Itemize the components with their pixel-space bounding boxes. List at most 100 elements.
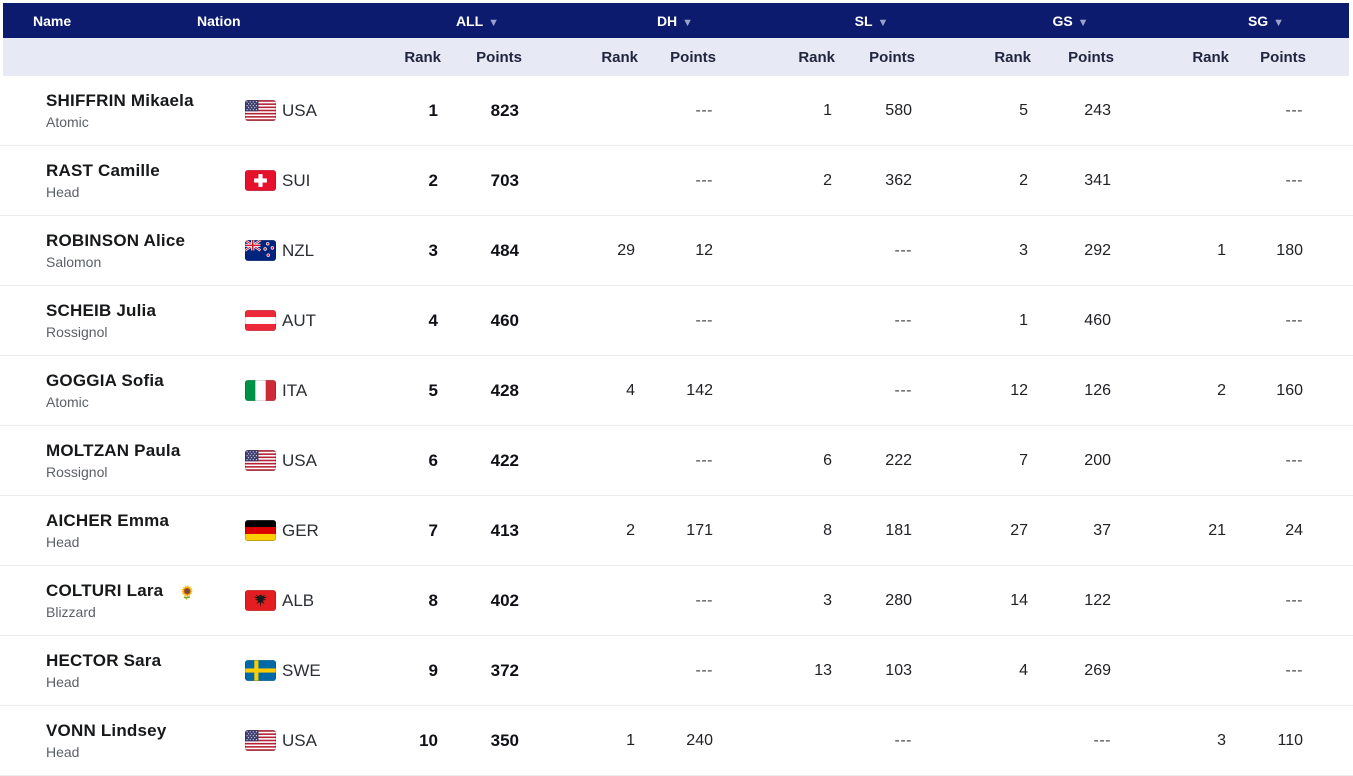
sg-rank-cell: 1	[1217, 241, 1226, 259]
athlete-name[interactable]: VONN Lindsey	[46, 721, 167, 740]
table-header-row: Name Nation ALL ▼ DH ▼ SL ▼ GS ▼ SG ▼	[3, 3, 1349, 38]
table-row[interactable]: SHIFFRIN Mikaela Atomic USA 1 823 --- 1 …	[0, 76, 1353, 146]
gs-points-cell: 243	[1084, 101, 1111, 119]
column-header-dh-sort[interactable]: DH ▼	[656, 12, 694, 29]
sl-points-cell: ---	[894, 381, 912, 399]
table-row[interactable]: AICHER Emma Head GER 7 413 2 171 8 181 2…	[0, 496, 1353, 566]
all-points-cell: 460	[490, 310, 519, 330]
sg-points-cell: ---	[1285, 661, 1303, 679]
all-points-cell: 372	[490, 660, 519, 680]
sg-rank-cell: 3	[1217, 731, 1226, 749]
table-row[interactable]: ROBINSON Alice Salomon NZL 3 484 29 12 -…	[0, 216, 1353, 286]
sl-points-cell: ---	[894, 311, 912, 329]
sg-points-cell: 110	[1277, 731, 1303, 749]
all-rank-cell: 8	[428, 590, 438, 610]
nation-flag-icon	[245, 730, 276, 751]
nation-cell: GER	[194, 520, 376, 541]
gs-rank-cell: 3	[1019, 241, 1028, 259]
nation-flag-icon	[245, 100, 276, 121]
athlete-cell: ROBINSON Alice Salomon	[0, 231, 194, 270]
ski-brand: Rossignol	[46, 324, 108, 340]
table-subheader-row: Rank Points Rank Points Rank Points Rank…	[3, 38, 1349, 76]
all-points-cell: 350	[490, 730, 519, 750]
nation-flag-icon	[245, 170, 276, 191]
table-row[interactable]: MOLTZAN Paula Rossignol USA 6 422 --- 6 …	[0, 426, 1353, 496]
table-row[interactable]: GOGGIA Sofia Atomic ITA 5 428 4 142 --- …	[0, 356, 1353, 426]
athlete-cell: HECTOR Sara Head	[0, 651, 194, 690]
all-points-cell: 823	[490, 100, 519, 120]
athlete-name[interactable]: GOGGIA Sofia	[46, 371, 164, 390]
nation-flag-icon	[245, 660, 276, 681]
table-row[interactable]: VONN Lindsey Head USA 10 350 1 240 --- -…	[0, 706, 1353, 776]
sl-rank-cell: 13	[814, 661, 832, 679]
sort-arrow-icon: ▼	[1273, 16, 1285, 29]
nation-cell: AUT	[194, 310, 376, 331]
gs-points-cell: 37	[1093, 521, 1111, 539]
all-points-cell: 413	[490, 520, 519, 540]
athlete-name[interactable]: AICHER Emma	[46, 511, 170, 530]
athlete-cell: SHIFFRIN Mikaela Atomic	[0, 91, 194, 130]
dh-rank-cell: 4	[626, 381, 635, 399]
all-rank-cell: 1	[428, 100, 438, 120]
all-rank-cell: 3	[428, 240, 438, 260]
column-header-all-sort[interactable]: ALL ▼	[455, 12, 500, 29]
subheader-gs-points: Points	[1068, 48, 1114, 66]
gs-rank-cell: 5	[1019, 101, 1028, 119]
all-points-cell: 402	[490, 590, 519, 610]
nation-code: USA	[282, 100, 317, 120]
sl-rank-cell: 3	[823, 591, 832, 609]
sl-rank-cell: 6	[823, 451, 832, 469]
column-header-nation: Nation	[197, 12, 241, 29]
dh-points-cell: ---	[695, 171, 713, 189]
athlete-name[interactable]: SCHEIB Julia	[46, 301, 157, 320]
nation-cell: NZL	[194, 240, 376, 261]
subheader-sl-rank: Rank	[798, 48, 835, 66]
ski-brand: Head	[46, 674, 80, 690]
gs-rank-cell: 1	[1019, 311, 1028, 329]
athlete-cell: COLTURI Lara 🌻 Blizzard	[0, 581, 196, 620]
athlete-name[interactable]: HECTOR Sara	[46, 651, 162, 670]
sort-arrow-icon: ▼	[682, 16, 694, 29]
sort-arrow-icon: ▼	[488, 16, 500, 29]
ski-brand: Blizzard	[46, 604, 96, 620]
sg-points-cell: ---	[1285, 311, 1303, 329]
nation-cell: SUI	[194, 170, 376, 191]
column-header-gs-sort[interactable]: GS ▼	[1052, 12, 1089, 29]
athlete-name[interactable]: RAST Camille	[46, 161, 160, 180]
table-row[interactable]: SCHEIB Julia Rossignol AUT 4 460 --- ---…	[0, 286, 1353, 356]
gs-rank-cell: 12	[1010, 381, 1028, 399]
column-header-sg-sort[interactable]: SG ▼	[1247, 12, 1285, 29]
subheader-dh-rank: Rank	[601, 48, 638, 66]
table-row[interactable]: HECTOR Sara Head SWE 9 372 --- 13 103 4 …	[0, 636, 1353, 706]
athlete-name[interactable]: MOLTZAN Paula	[46, 441, 181, 460]
sl-points-cell: ---	[894, 731, 912, 749]
nation-code: USA	[282, 730, 317, 750]
sl-points-cell: 222	[885, 451, 912, 469]
column-header-sl-sort[interactable]: SL ▼	[854, 12, 889, 29]
table-row[interactable]: COLTURI Lara 🌻 Blizzard ALB 8 402 --- 3 2…	[0, 566, 1353, 636]
sg-points-cell: ---	[1285, 171, 1303, 189]
table-row[interactable]: RAST Camille Head SUI 2 703 --- 2 362 2 …	[0, 146, 1353, 216]
dh-points-cell: ---	[695, 101, 713, 119]
gs-rank-cell: 7	[1019, 451, 1028, 469]
nation-cell: USA	[194, 730, 376, 751]
sunflower-icon: 🌻	[179, 585, 196, 600]
sg-points-cell: ---	[1285, 591, 1303, 609]
gs-points-cell: 460	[1084, 311, 1111, 329]
all-rank-cell: 2	[428, 170, 438, 190]
dh-rank-cell: 2	[626, 521, 635, 539]
dh-points-cell: ---	[695, 311, 713, 329]
sg-points-cell: ---	[1285, 101, 1303, 119]
gs-points-cell: 200	[1084, 451, 1111, 469]
all-rank-cell: 5	[428, 380, 438, 400]
athlete-cell: VONN Lindsey Head	[0, 721, 194, 760]
sl-points-cell: 181	[885, 521, 912, 539]
athlete-cell: SCHEIB Julia Rossignol	[0, 301, 194, 340]
athlete-name[interactable]: ROBINSON Alice	[46, 231, 186, 250]
athlete-name[interactable]: SHIFFRIN Mikaela	[46, 91, 194, 110]
nation-flag-icon	[245, 240, 276, 261]
all-rank-cell: 9	[428, 660, 438, 680]
dh-points-cell: ---	[695, 451, 713, 469]
gs-points-cell: 122	[1084, 591, 1111, 609]
athlete-name[interactable]: COLTURI Lara 🌻	[46, 581, 196, 600]
